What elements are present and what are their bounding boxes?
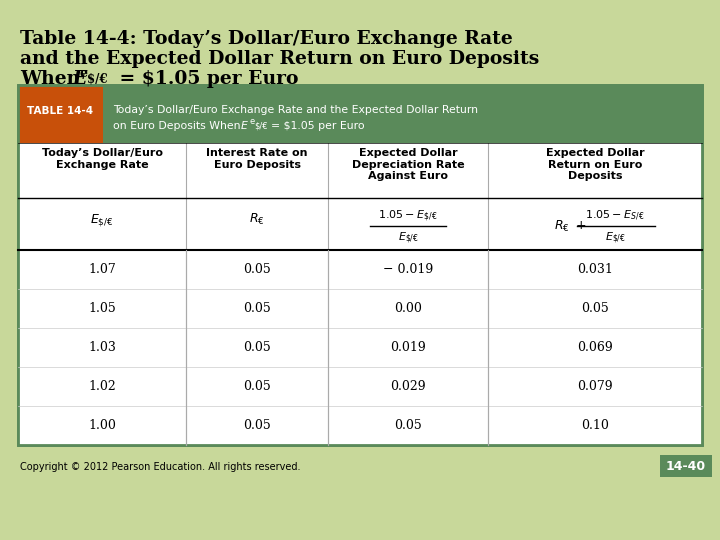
Text: Today’s Dollar/Euro
Exchange Rate: Today’s Dollar/Euro Exchange Rate (42, 148, 163, 170)
Text: $/€: $/€ (254, 122, 268, 131)
Text: When: When (20, 70, 86, 88)
Text: − 0.019: − 0.019 (383, 263, 433, 276)
Bar (18, 198, 702, 250)
Text: Today’s Dollar/Euro Exchange Rate and the Expected Dollar Return: Today’s Dollar/Euro Exchange Rate and th… (113, 105, 478, 115)
Text: 0.05: 0.05 (243, 263, 271, 276)
Text: E: E (241, 121, 248, 131)
Text: e: e (249, 118, 254, 126)
Text: $R_{€}\ +$: $R_{€}\ +$ (554, 219, 586, 233)
Text: 1.05: 1.05 (88, 302, 116, 315)
Text: 1.03: 1.03 (88, 341, 116, 354)
Bar (18, 289, 702, 328)
Text: $1.05 - E_{\$/€}$: $1.05 - E_{\$/€}$ (378, 208, 438, 224)
Text: $E_{\$/€}$: $E_{\$/€}$ (605, 230, 626, 246)
Text: 0.069: 0.069 (577, 341, 613, 354)
Text: Copyright © 2012 Pearson Education. All rights reserved.: Copyright © 2012 Pearson Education. All … (20, 462, 300, 472)
Text: = $1.05 per Euro: = $1.05 per Euro (113, 70, 299, 88)
Text: 1.07: 1.07 (88, 263, 116, 276)
Text: $1.05 - E_{S/€}$: $1.05 - E_{S/€}$ (585, 209, 644, 223)
Text: 0.05: 0.05 (243, 419, 271, 432)
Text: Interest Rate on
Euro Deposits: Interest Rate on Euro Deposits (206, 148, 307, 170)
Bar (18, 143, 702, 198)
Bar (18, 367, 702, 406)
Text: $E_{\$/€}$: $E_{\$/€}$ (397, 230, 418, 246)
Text: = $1.05 per Euro: = $1.05 per Euro (271, 121, 364, 131)
Bar (18, 85, 702, 143)
Text: TABLE 14-4: TABLE 14-4 (27, 106, 93, 116)
Text: 0.019: 0.019 (390, 341, 426, 354)
Bar (18, 85, 702, 445)
Text: 0.031: 0.031 (577, 263, 613, 276)
Text: E: E (72, 70, 86, 88)
Text: $R_{€}$: $R_{€}$ (249, 212, 265, 227)
Text: 1.00: 1.00 (88, 419, 116, 432)
Text: 0.05: 0.05 (243, 302, 271, 315)
Text: 0.00: 0.00 (394, 302, 422, 315)
Text: Expected Dollar
Return on Euro
Deposits: Expected Dollar Return on Euro Deposits (546, 148, 644, 181)
Bar (18, 85, 702, 445)
Bar (18, 85, 103, 143)
Bar (18, 250, 702, 289)
Text: 14-40: 14-40 (666, 460, 706, 472)
Text: 0.05: 0.05 (243, 341, 271, 354)
Text: Expected Dollar
Depreciation Rate
Against Euro: Expected Dollar Depreciation Rate Agains… (351, 148, 464, 181)
Text: 0.05: 0.05 (581, 302, 609, 315)
Bar (660, 455, 712, 477)
Text: 1.02: 1.02 (88, 380, 116, 393)
Bar (18, 406, 702, 445)
Text: and the Expected Dollar Return on Euro Deposits: and the Expected Dollar Return on Euro D… (20, 50, 539, 68)
Text: 0.079: 0.079 (577, 380, 613, 393)
Text: e: e (80, 67, 88, 80)
Text: 0.05: 0.05 (243, 380, 271, 393)
Text: $E_{\$/€}$: $E_{\$/€}$ (90, 212, 114, 229)
Text: on Euro Deposits When: on Euro Deposits When (113, 121, 248, 131)
Text: 0.05: 0.05 (394, 419, 422, 432)
Text: $/€: $/€ (87, 73, 107, 86)
Text: 0.029: 0.029 (390, 380, 426, 393)
Bar (18, 328, 702, 367)
Text: Table 14-4: Today’s Dollar/Euro Exchange Rate: Table 14-4: Today’s Dollar/Euro Exchange… (20, 30, 513, 48)
Text: 0.10: 0.10 (581, 419, 609, 432)
